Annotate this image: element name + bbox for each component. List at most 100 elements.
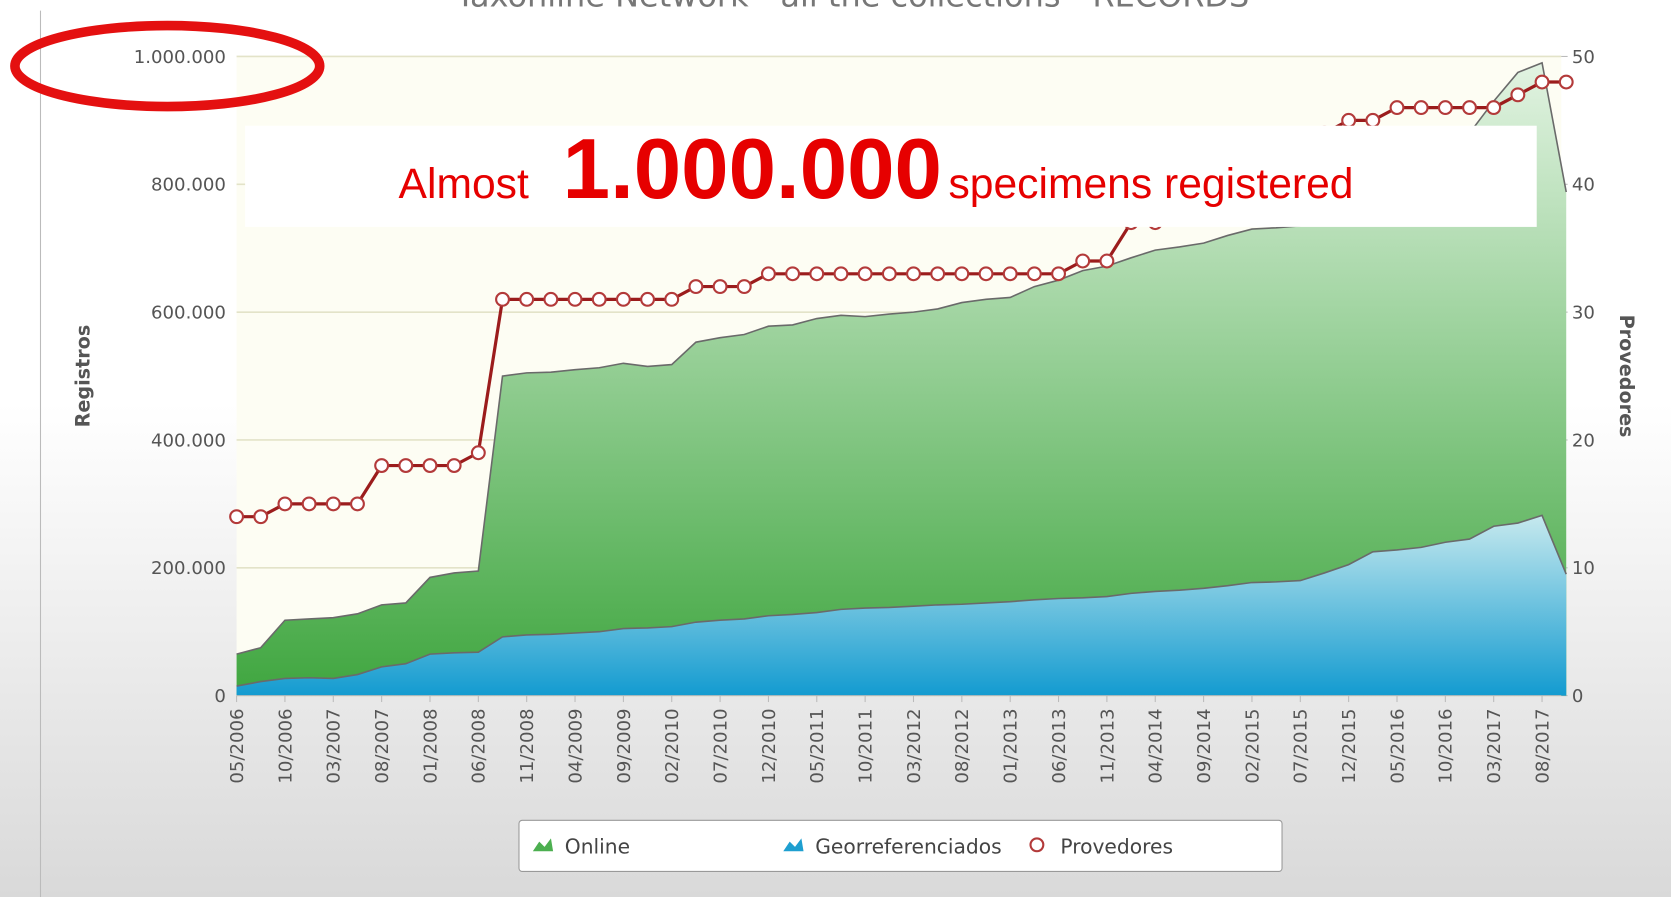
legend [518, 819, 1283, 872]
legend-label: Georreferenciados [815, 834, 1001, 858]
provider-marker [809, 266, 825, 282]
x-tick-label: 09/2009 [614, 708, 635, 783]
y2-tick-label: 20 [1572, 430, 1595, 451]
x-tick-label: 07/2015 [1291, 708, 1312, 783]
x-tick-label: 10/2016 [1436, 708, 1457, 783]
x-tick-label: 11/2013 [1097, 708, 1118, 783]
x-tick-label: 01/2013 [1001, 708, 1022, 783]
provider-marker [881, 266, 897, 282]
x-tick-label: 08/2007 [372, 708, 393, 783]
provider-marker [857, 266, 873, 282]
provider-marker [349, 496, 365, 512]
x-tick-label: 04/2014 [1146, 708, 1167, 783]
provider-marker [954, 266, 970, 282]
provider-marker [640, 291, 656, 307]
provider-marker [374, 458, 390, 474]
highlight-ellipse [10, 20, 325, 112]
y-axis-title: Registros [72, 325, 95, 428]
provider-marker [785, 266, 801, 282]
provider-marker [712, 279, 728, 295]
y-tick-label: 400.000 [151, 430, 226, 451]
provider-marker [1341, 112, 1357, 128]
provider-marker [1099, 253, 1115, 269]
annotation-part: specimens registered [948, 160, 1353, 208]
provider-marker [1026, 266, 1042, 282]
x-tick-label: 11/2008 [517, 708, 538, 783]
provider-marker [736, 279, 752, 295]
provider-marker [398, 458, 414, 474]
provider-marker [470, 445, 486, 461]
provider-marker [615, 291, 631, 307]
provider-marker [1462, 100, 1477, 116]
area-fill [236, 515, 1567, 696]
x-tick-label: 04/2009 [565, 708, 586, 783]
area-line [236, 514, 1567, 687]
x-tick-label: 09/2014 [1194, 708, 1215, 783]
x-tick-label: 06/2013 [1049, 708, 1070, 783]
annotation: Almost 1.000.000 specimens registered [399, 122, 1354, 217]
x-tick-label: 12/2015 [1339, 708, 1360, 783]
provider-marker [495, 291, 510, 307]
provider-marker [1437, 100, 1453, 116]
provider-marker [229, 509, 245, 525]
x-tick-label: 08/2017 [1532, 708, 1553, 783]
x-tick-label: 10/2011 [856, 708, 877, 783]
provider-marker [1075, 253, 1091, 269]
x-tick-label: 05/2006 [227, 708, 248, 783]
provider-marker [519, 291, 535, 307]
x-tick-label: 03/2007 [324, 708, 345, 783]
provider-marker [301, 496, 317, 512]
annotation-part: 1.000.000 [563, 122, 942, 217]
x-tick-label: 08/2012 [952, 708, 973, 783]
legend-label: Online [565, 834, 630, 858]
provider-marker [277, 496, 293, 512]
provider-marker [664, 291, 680, 307]
x-tick-label: 10/2006 [275, 708, 296, 783]
provider-marker [543, 291, 559, 307]
provider-marker [906, 266, 921, 282]
provider-marker [1413, 100, 1429, 116]
provider-marker [1510, 87, 1526, 103]
y-tick-label: 200.000 [151, 558, 226, 579]
y2-axis-title: Provedores [1615, 315, 1638, 438]
provider-marker [1486, 100, 1502, 116]
y2-tick-label: 0 [1572, 686, 1584, 707]
provider-marker [446, 458, 462, 474]
annotation-box [245, 125, 1537, 227]
x-tick-label: 07/2010 [710, 708, 731, 783]
provider-marker [1558, 74, 1574, 90]
y-tick-label: 1.000.000 [134, 47, 226, 68]
y-tick-label: 0 [214, 686, 226, 707]
provider-marker [1051, 266, 1067, 282]
x-tick-label: 12/2010 [759, 708, 780, 783]
x-tick-label: 05/2011 [807, 708, 828, 783]
provider-marker [1534, 74, 1550, 90]
y2-tick-label: 40 [1572, 175, 1595, 196]
x-tick-label: 02/2010 [662, 708, 683, 783]
x-tick-label: 05/2016 [1387, 708, 1408, 783]
x-tick-label: 06/2008 [469, 708, 490, 783]
x-tick-label: 03/2012 [904, 708, 925, 783]
provider-marker [253, 509, 269, 525]
provider-marker [422, 458, 438, 474]
annotation-part: Almost [399, 160, 529, 208]
provider-marker [591, 291, 607, 307]
chart-title: Taxonline Network - all the collections … [455, 0, 1250, 14]
provider-marker [325, 496, 341, 512]
y2-tick-label: 50 [1572, 47, 1595, 68]
legend-marker [1029, 837, 1045, 853]
provider-marker [833, 266, 849, 282]
legend-marker [532, 838, 554, 852]
y2-tick-label: 30 [1572, 303, 1595, 324]
legend-marker [783, 838, 804, 852]
provider-marker [760, 266, 776, 282]
provider-marker [978, 266, 994, 282]
provider-marker [1389, 100, 1405, 116]
x-tick-label: 02/2015 [1242, 708, 1263, 783]
provider-marker [1002, 266, 1018, 282]
area-fill [236, 62, 1567, 696]
provider-marker [930, 266, 946, 282]
provider-marker [688, 279, 704, 295]
provider-marker [1365, 112, 1381, 128]
